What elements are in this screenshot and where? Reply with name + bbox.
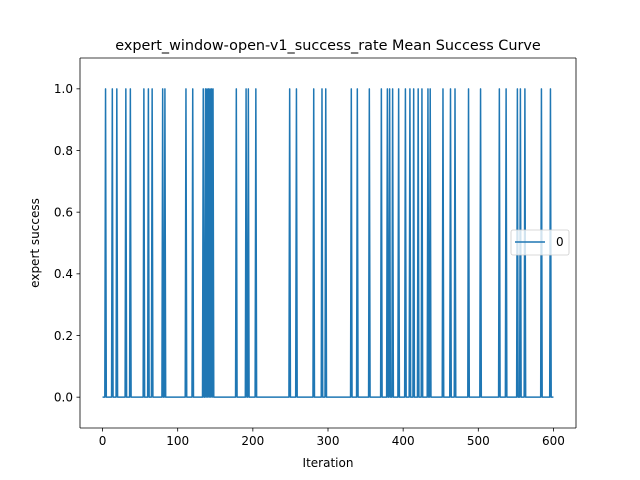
series-point xyxy=(130,88,131,89)
series-point xyxy=(468,88,469,89)
series-point xyxy=(357,88,358,89)
series-point xyxy=(413,88,414,89)
y-tick-label: 0.0 xyxy=(54,390,73,404)
series-point xyxy=(255,88,256,89)
series-point xyxy=(205,88,206,89)
series-point xyxy=(313,88,314,89)
series-point xyxy=(162,88,163,89)
series-point xyxy=(541,88,542,89)
plot-area xyxy=(80,58,576,428)
legend-label-series-0: 0 xyxy=(556,235,564,249)
series-point xyxy=(325,88,326,89)
series-point xyxy=(418,88,419,89)
series-point xyxy=(550,88,551,89)
series-point xyxy=(421,88,422,89)
series-point xyxy=(517,88,518,89)
series-point xyxy=(246,88,247,89)
x-axis-label: Iteration xyxy=(303,456,354,470)
series-point xyxy=(143,88,144,89)
series-point xyxy=(203,88,204,89)
series-point xyxy=(480,88,481,89)
series-line-0 xyxy=(102,88,554,398)
x-tick-label: 600 xyxy=(542,434,565,448)
series-point xyxy=(321,88,322,89)
series-point xyxy=(506,88,507,89)
series-point xyxy=(213,88,214,89)
chart-title: expert_window-open-v1_success_rate Mean … xyxy=(115,38,541,54)
series-point xyxy=(381,88,382,89)
series-point xyxy=(499,88,500,89)
x-axis: 0 100 200 300 400 500 600 xyxy=(99,428,565,448)
series-point xyxy=(192,88,193,89)
series-point xyxy=(125,88,126,89)
series-point xyxy=(296,88,297,89)
series-point xyxy=(455,88,456,89)
y-axis: 0.0 0.2 0.4 0.6 0.8 1.0 xyxy=(54,82,80,404)
series-point xyxy=(520,88,521,89)
series-point xyxy=(524,88,525,89)
series-point xyxy=(207,88,208,89)
series-point xyxy=(430,88,431,89)
series-point xyxy=(351,88,352,89)
series-point xyxy=(208,88,209,89)
series-point xyxy=(289,88,290,89)
x-tick-label: 100 xyxy=(166,434,189,448)
series-point xyxy=(389,88,390,89)
x-tick-label: 200 xyxy=(241,434,264,448)
y-tick-label: 0.8 xyxy=(54,144,73,158)
series-point xyxy=(236,88,237,89)
series-point xyxy=(148,88,149,89)
x-tick-label: 300 xyxy=(317,434,340,448)
series-point xyxy=(248,88,249,89)
series-point xyxy=(450,88,451,89)
series-point xyxy=(152,88,153,89)
series-point xyxy=(211,88,212,89)
y-tick-label: 0.6 xyxy=(54,205,73,219)
series-point xyxy=(185,88,186,89)
series-point xyxy=(427,88,428,89)
x-tick-label: 400 xyxy=(392,434,415,448)
series-point xyxy=(164,88,165,89)
series-point xyxy=(442,88,443,89)
legend: 0 xyxy=(510,229,570,256)
series-point xyxy=(405,88,406,89)
series-point xyxy=(387,88,388,89)
y-axis-label: expert success xyxy=(28,198,42,288)
series-point xyxy=(112,88,113,89)
y-tick-label: 0.2 xyxy=(54,329,73,343)
series-point xyxy=(392,88,393,89)
series-point xyxy=(210,88,211,89)
series-point xyxy=(369,88,370,89)
series-group xyxy=(102,88,554,398)
x-tick-label: 500 xyxy=(467,434,490,448)
series-point xyxy=(105,88,106,89)
series-point xyxy=(116,88,117,89)
y-tick-label: 1.0 xyxy=(54,82,73,96)
series-point xyxy=(409,88,410,89)
series-point xyxy=(398,88,399,89)
x-tick-label: 0 xyxy=(99,434,107,448)
y-tick-label: 0.4 xyxy=(54,267,73,281)
